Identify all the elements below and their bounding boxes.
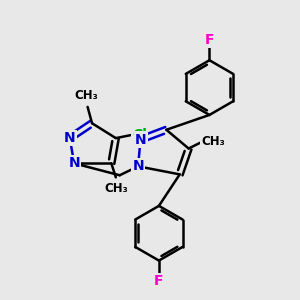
Text: N: N [132, 159, 144, 173]
Text: F: F [205, 33, 214, 47]
Text: N: N [68, 156, 80, 170]
Text: CH₃: CH₃ [74, 88, 98, 101]
Text: N: N [135, 133, 146, 147]
Text: CH₃: CH₃ [201, 135, 225, 148]
Text: N: N [64, 131, 76, 145]
Text: Cl: Cl [132, 128, 147, 142]
Text: F: F [154, 274, 164, 288]
Text: CH₃: CH₃ [104, 182, 128, 195]
